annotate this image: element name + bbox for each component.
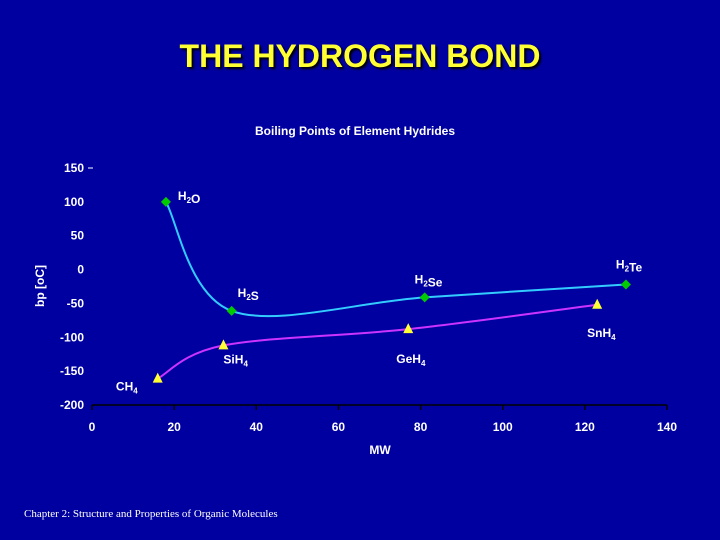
y-tick-label: -200 [60, 398, 84, 412]
diamond-marker [226, 305, 237, 316]
triangle-marker [152, 372, 163, 383]
point-label: CH4 [116, 380, 138, 396]
point-label: GeH4 [396, 352, 426, 368]
point-label: SnH4 [587, 326, 616, 342]
diamond-marker [160, 196, 171, 207]
triangle-marker [218, 339, 229, 350]
chart-title: Boiling Points of Element Hydrides [255, 124, 455, 138]
series-layer [157, 201, 626, 380]
point-label: H2Se [415, 272, 443, 289]
triangle-marker [403, 323, 414, 334]
triangle-marker [592, 298, 603, 309]
x-tick-label: 80 [414, 420, 428, 434]
y-tick-label: 0 [77, 263, 84, 277]
y-axis-title: bp [oC] [33, 265, 47, 307]
footer-caption: Chapter 2: Structure and Properties of O… [24, 508, 278, 520]
x-tick-label: 120 [575, 420, 595, 434]
x-tick-label: 20 [167, 420, 181, 434]
x-tick-label: 140 [657, 420, 677, 434]
x-axis-title: MW [369, 443, 391, 457]
point-label: H2Te [616, 257, 643, 274]
y-tick-label: 150 [64, 161, 84, 175]
y-tick-label: 100 [64, 195, 84, 209]
diamond-marker [620, 279, 631, 290]
label-layer: H2O H2S H2Se H2Te CH4 SiH4 GeH4 SnH4 [116, 189, 643, 396]
slide-title: THE HYDROGEN BOND [179, 38, 541, 74]
x-tick-label: 0 [89, 420, 96, 434]
y-tick-label: 50 [71, 229, 85, 243]
y-tick-label: -50 [67, 296, 85, 310]
x-tick-label: 40 [250, 420, 264, 434]
marker-layer [152, 196, 631, 383]
axes: 0 20 40 60 80 100 120 140 150 100 50 0 -50 -100 -150 -2… [60, 161, 677, 434]
y-tick-label: -100 [60, 330, 84, 344]
point-label: H2S [238, 286, 259, 303]
point-label: SiH4 [223, 352, 248, 368]
y-tick-label: -150 [60, 364, 84, 378]
series-line-diamond [165, 201, 626, 318]
diamond-marker [419, 292, 430, 303]
series-line-triangle [157, 303, 598, 380]
point-label: H2O [178, 189, 200, 206]
x-tick-label: 100 [493, 420, 513, 434]
x-tick-label: 60 [332, 420, 346, 434]
